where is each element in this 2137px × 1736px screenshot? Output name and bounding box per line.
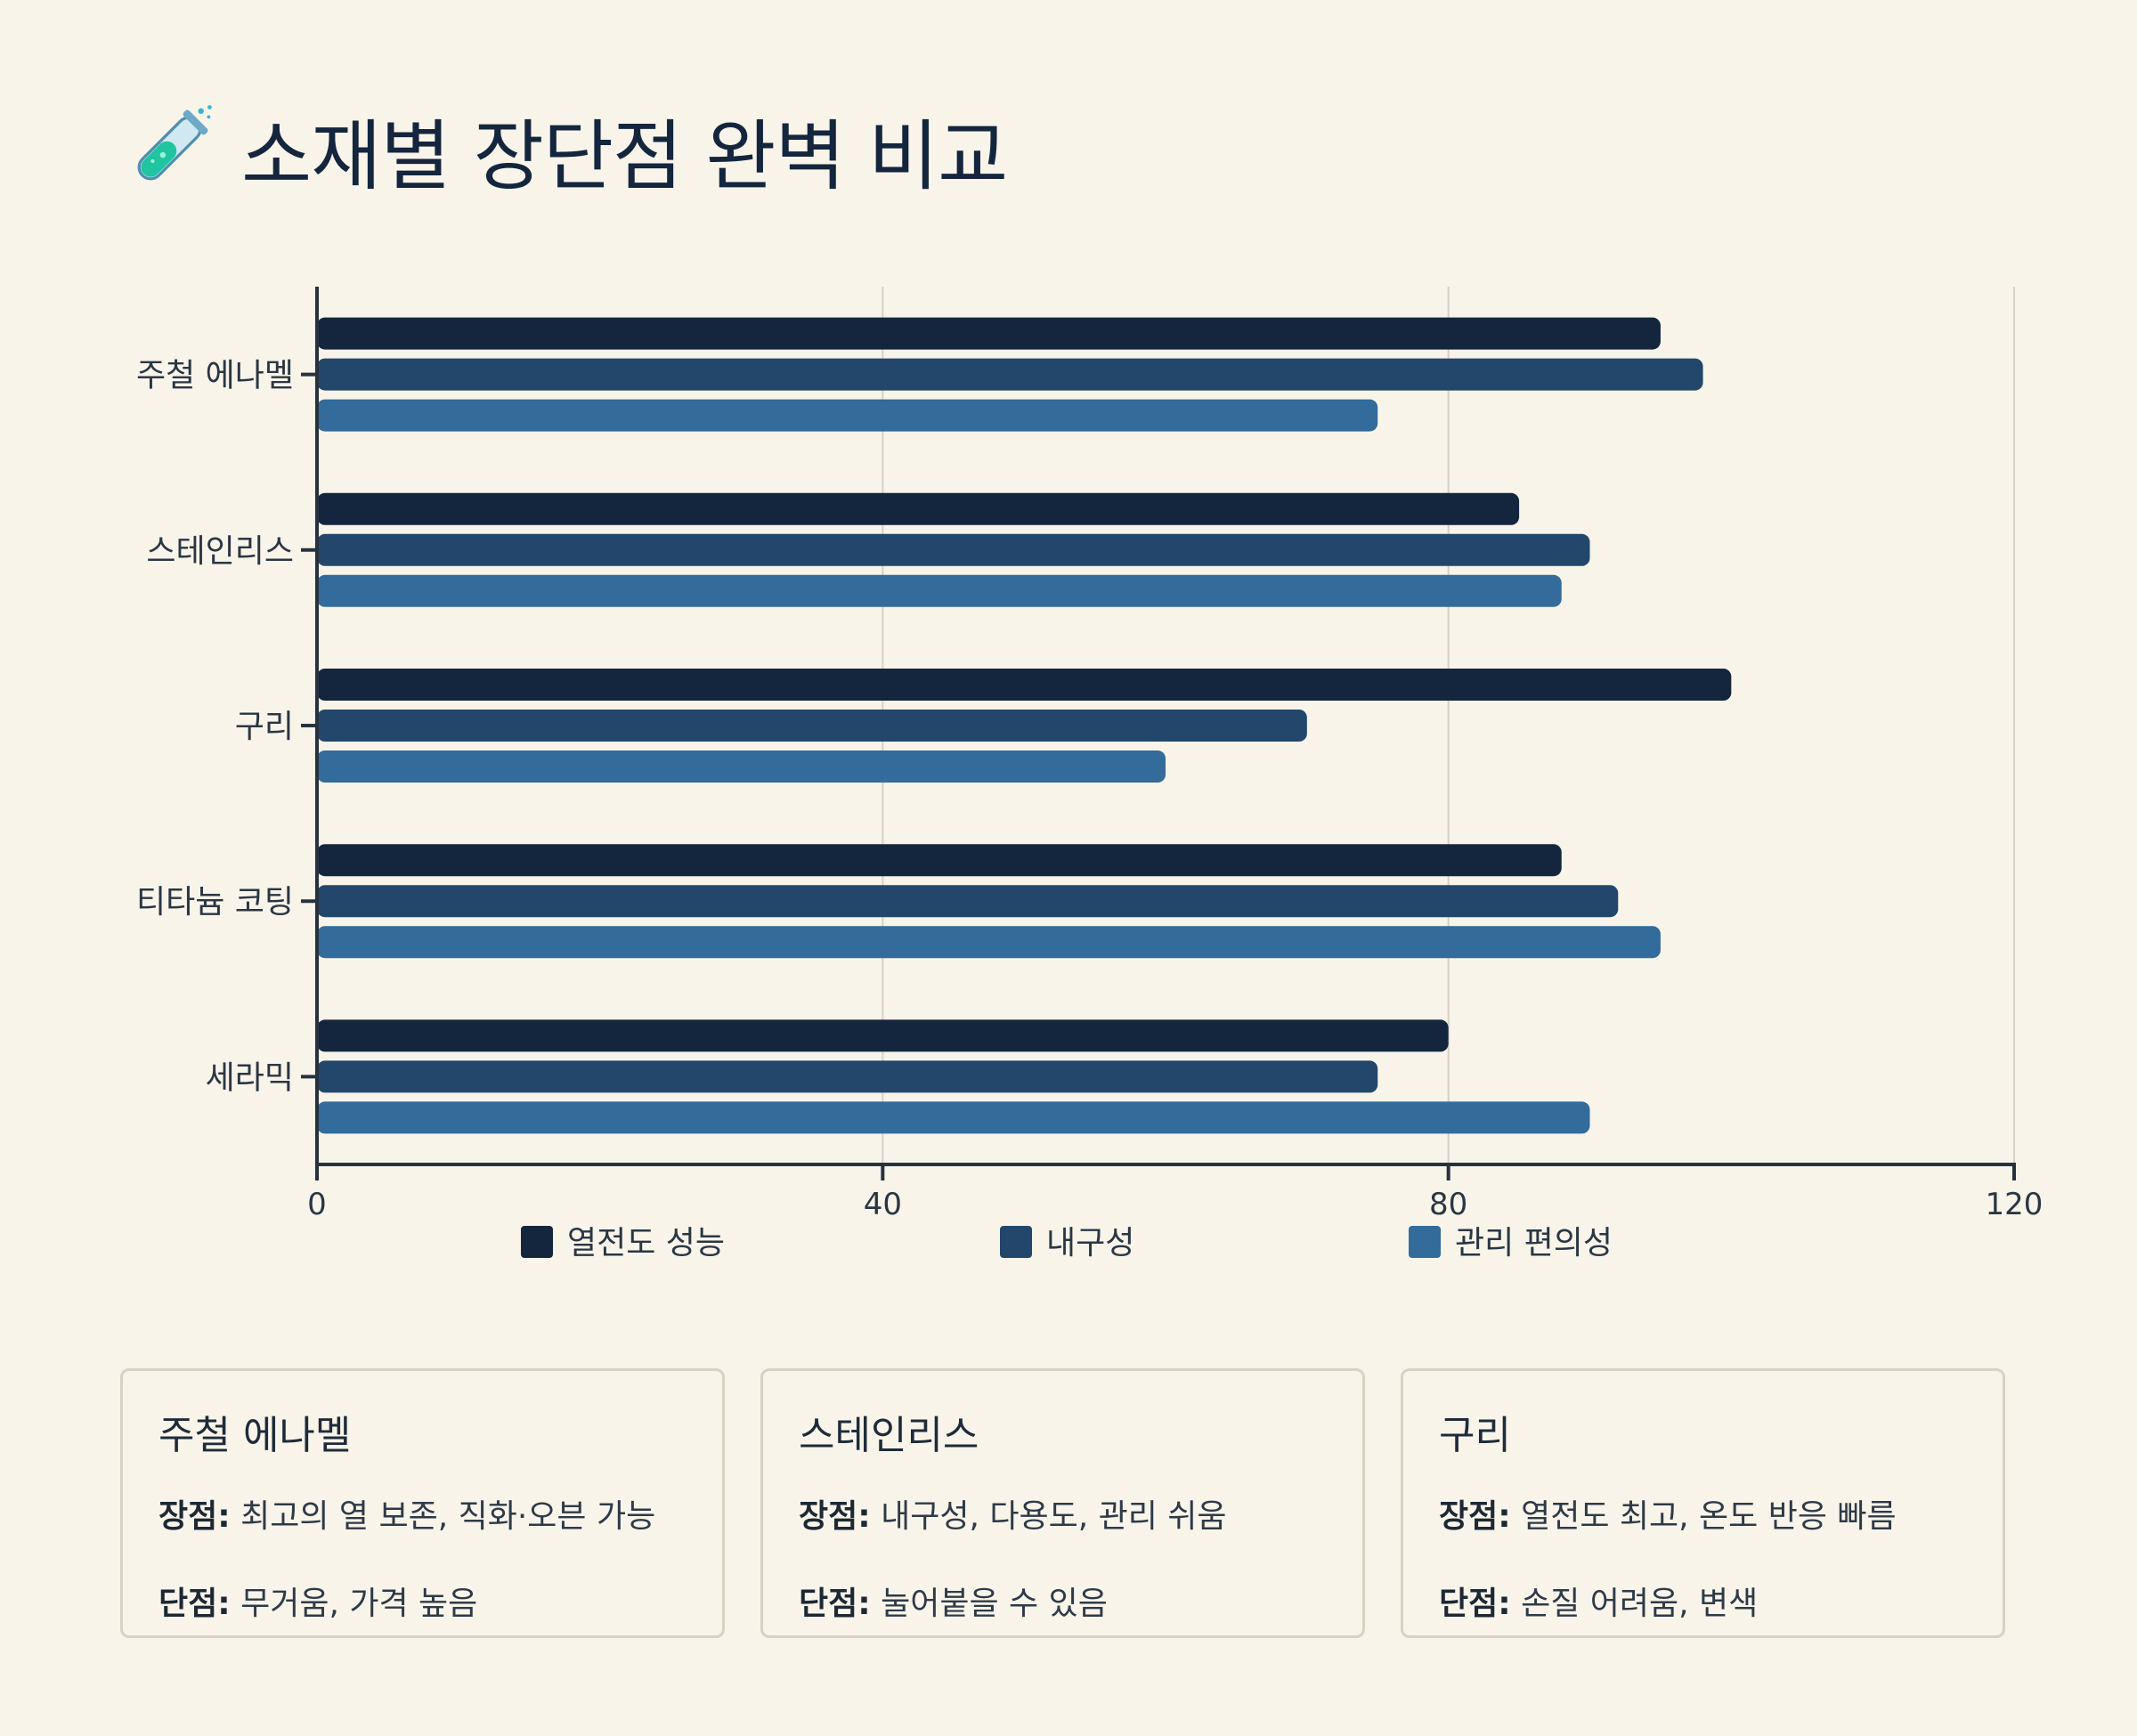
card-pros: 장점: 최고의 열 보존, 직화·오븐 가능 bbox=[158, 1490, 687, 1537]
title-row: 소재별 장단점 완벽 비교 bbox=[120, 93, 1008, 205]
cons-text: 무거움, 가격 높음 bbox=[240, 1586, 478, 1622]
card-pros: 장점: 열전도 최고, 온도 반응 빠름 bbox=[1439, 1490, 1967, 1537]
legend-label: 내구성 bbox=[1046, 1225, 1134, 1261]
material-cards: 주철 에나멜 장점: 최고의 열 보존, 직화·오븐 가능 단점: 무거움, 가… bbox=[120, 1368, 2005, 1638]
y-tick-label: 스테인리스 bbox=[146, 533, 294, 570]
x-tick-label: 0 bbox=[307, 1187, 327, 1222]
bar bbox=[317, 669, 1732, 701]
bar bbox=[317, 492, 1520, 525]
bar bbox=[317, 844, 1562, 877]
cons-label: 단점: bbox=[1439, 1586, 1511, 1622]
test-tube-icon bbox=[137, 104, 212, 180]
bar bbox=[317, 358, 1703, 391]
x-tick-label: 80 bbox=[1429, 1187, 1467, 1222]
pros-text: 최고의 열 보존, 직화·오븐 가능 bbox=[240, 1498, 656, 1535]
cons-label: 단점: bbox=[158, 1586, 231, 1622]
y-tick-label: 구리 bbox=[235, 709, 294, 745]
card-cons: 단점: 눌어붙을 수 있음 bbox=[799, 1578, 1327, 1624]
legend-swatch bbox=[1409, 1226, 1441, 1258]
card-pros: 장점: 내구성, 다용도, 관리 쉬움 bbox=[799, 1490, 1327, 1537]
card-cons: 단점: 손질 어려움, 변색 bbox=[1439, 1578, 1967, 1624]
x-tick-label: 40 bbox=[864, 1187, 902, 1222]
cons-label: 단점: bbox=[799, 1586, 871, 1622]
x-tick-label: 120 bbox=[1986, 1187, 2044, 1222]
pros-text: 열전도 최고, 온도 반응 빠름 bbox=[1521, 1498, 1897, 1535]
material-card-copper: 구리 장점: 열전도 최고, 온도 반응 빠름 단점: 손질 어려움, 변색 bbox=[1401, 1368, 2005, 1638]
bar bbox=[317, 750, 1166, 783]
card-title: 주철 에나멜 bbox=[158, 1413, 352, 1458]
material-card-stainless: 스테인리스 장점: 내구성, 다용도, 관리 쉬움 단점: 눌어붙을 수 있음 bbox=[760, 1368, 1365, 1638]
bar bbox=[317, 1019, 1449, 1052]
legend-label: 열전도 성능 bbox=[567, 1225, 725, 1261]
y-tick-label: 티타늄 코팅 bbox=[136, 884, 294, 921]
pros-label: 장점: bbox=[1439, 1498, 1511, 1535]
bar bbox=[317, 710, 1307, 742]
cons-text: 눌어붙을 수 있음 bbox=[881, 1586, 1108, 1622]
bar bbox=[317, 533, 1590, 566]
bar bbox=[317, 926, 1661, 959]
page-title: 소재별 장단점 완벽 비교 bbox=[241, 112, 1008, 201]
pros-label: 장점: bbox=[799, 1498, 871, 1535]
bar bbox=[317, 399, 1378, 432]
bar bbox=[317, 1060, 1378, 1093]
material-card-cast-iron: 주철 에나멜 장점: 최고의 열 보존, 직화·오븐 가능 단점: 무거움, 가… bbox=[120, 1368, 725, 1638]
y-tick-label: 주철 에나멜 bbox=[136, 358, 294, 394]
bar bbox=[317, 885, 1619, 918]
pros-label: 장점: bbox=[158, 1498, 231, 1535]
card-title: 스테인리스 bbox=[799, 1413, 979, 1458]
legend-swatch bbox=[521, 1226, 553, 1258]
bar bbox=[317, 574, 1562, 607]
bar bbox=[317, 1101, 1590, 1134]
card-title: 구리 bbox=[1439, 1413, 1511, 1458]
card-cons: 단점: 무거움, 가격 높음 bbox=[158, 1578, 687, 1624]
legend-swatch bbox=[1000, 1226, 1032, 1258]
legend-label: 관리 편의성 bbox=[1455, 1225, 1613, 1261]
pros-text: 내구성, 다용도, 관리 쉬움 bbox=[881, 1498, 1227, 1535]
bar bbox=[317, 317, 1661, 350]
y-tick-label: 세라믹 bbox=[206, 1059, 294, 1096]
cons-text: 손질 어려움, 변색 bbox=[1521, 1586, 1759, 1622]
